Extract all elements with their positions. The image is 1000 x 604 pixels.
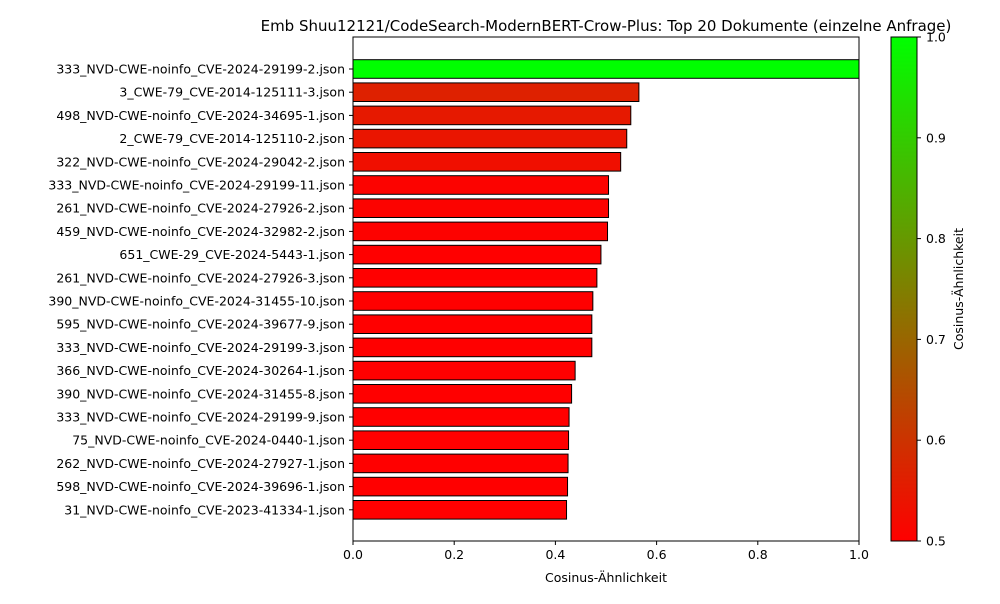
y-tick-label: 595_NVD-CWE-noinfo_CVE-2024-39677-9.json [56,317,345,332]
plot-area-frame [352,36,860,542]
y-tick-label: 322_NVD-CWE-noinfo_CVE-2024-29042-2.json [56,154,345,169]
bar [352,244,602,265]
colorbar-tick-label: 0.5 [926,534,946,549]
y-tick-label: 261_NVD-CWE-noinfo_CVE-2024-27926-2.json [56,201,345,216]
y-tick-label: 333_NVD-CWE-noinfo_CVE-2024-29199-9.json [56,410,345,425]
bar [352,198,610,218]
bar [352,314,593,334]
y-tick-label: 333_NVD-CWE-noinfo_CVE-2024-29199-11.jso… [48,178,345,193]
bar [352,291,594,311]
y-tick-label: 3_CWE-79_CVE-2014-125111-3.json [119,85,345,100]
y-tick-label: 459_NVD-CWE-noinfo_CVE-2024-32982-2.json [56,224,345,239]
bar [352,175,610,195]
y-tick-label: 390_NVD-CWE-noinfo_CVE-2024-31455-8.json [56,386,345,401]
colorbar-tick-label: 0.9 [926,130,946,145]
colorbar-tick-label: 0.6 [926,433,946,448]
bar [352,221,609,242]
bar [352,384,573,404]
bar [352,59,860,79]
bar [352,105,632,126]
x-tick-label: 0.0 [343,547,363,562]
x-tick-label: 0.6 [647,547,667,562]
colorbar-label: Cosinus-Ähnlichkeit [951,228,966,350]
y-tick-label: 31_NVD-CWE-noinfo_CVE-2023-41334-1.json [64,502,345,517]
y-tick-label: 333_NVD-CWE-noinfo_CVE-2024-29199-3.json [56,340,345,355]
bar [352,476,569,497]
bar [352,360,576,381]
y-tick-label: 598_NVD-CWE-noinfo_CVE-2024-39696-1.json [56,479,345,494]
x-tick-label: 0.4 [545,547,565,562]
y-tick-label: 75_NVD-CWE-noinfo_CVE-2024-0440-1.json [72,433,345,448]
colorbar [890,36,918,542]
y-tick-label: 333_NVD-CWE-noinfo_CVE-2024-29199-2.json [56,62,345,77]
colorbar-ticks: 0.5 0.6 0.7 0.8 0.9 1.0 [917,30,946,549]
x-axis-ticks: 0.0 0.2 0.4 0.6 0.8 1.0 [343,541,869,562]
y-axis-ticks: 333_NVD-CWE-noinfo_CVE-2024-29199-2.json… [48,62,353,517]
colorbar-tick-label: 1.0 [926,30,946,45]
bar [352,268,598,288]
y-tick-label: 261_NVD-CWE-noinfo_CVE-2024-27926-3.json [56,270,345,285]
y-tick-label: 366_NVD-CWE-noinfo_CVE-2024-30264-1.json [56,363,345,378]
y-tick-label: 651_CWE-29_CVE-2024-5443-1.json [119,247,345,262]
y-tick-label: 2_CWE-79_CVE-2014-125110-2.json [119,131,345,146]
x-tick-label: 0.8 [748,547,768,562]
bar [352,82,640,103]
x-axis-label: Cosinus-Ähnlichkeit [545,570,667,585]
y-tick-label: 262_NVD-CWE-noinfo_CVE-2024-27927-1.json [56,456,345,471]
bars-group [352,59,860,520]
y-tick-label: 390_NVD-CWE-noinfo_CVE-2024-31455-10.jso… [48,294,345,309]
bar [352,407,570,427]
x-tick-label: 1.0 [849,547,869,562]
colorbar-tick-label: 0.7 [926,332,946,347]
bar [352,152,622,172]
x-tick-label: 0.2 [444,547,464,562]
y-tick-label: 498_NVD-CWE-noinfo_CVE-2024-34695-1.json [56,108,345,123]
colorbar-tick-label: 0.8 [926,231,946,246]
bar [352,500,568,520]
bar [352,453,569,474]
chart-title: Emb Shuu12121/CodeSearch-ModernBERT-Crow… [261,17,952,35]
bar [352,337,593,358]
bar [352,128,628,149]
bar [352,430,570,450]
